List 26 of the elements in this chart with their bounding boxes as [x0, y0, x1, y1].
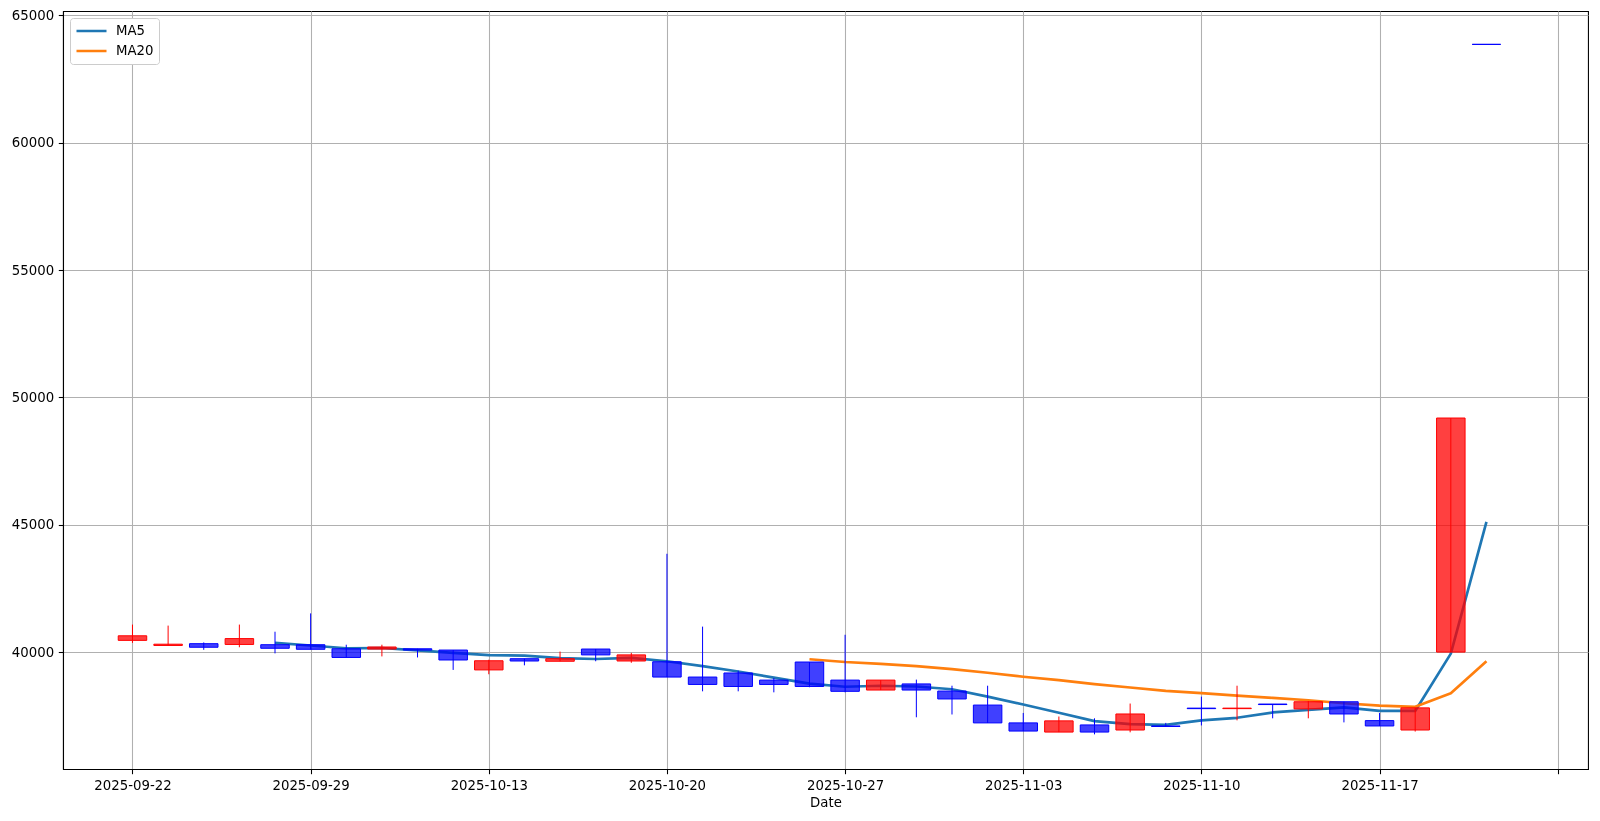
candlestick [367, 644, 397, 657]
y-tick-label: 65000 [11, 7, 55, 23]
x-tick-label: 2025-11-17 [1341, 777, 1419, 793]
x-tick-label: 2025-11-10 [1163, 777, 1241, 793]
y-tick-label: 45000 [11, 517, 55, 533]
candlestick [687, 626, 718, 692]
legend-label: MA20 [116, 43, 154, 58]
candlestick [260, 631, 290, 654]
y-tick-label: 50000 [11, 389, 55, 405]
candlestick [545, 651, 575, 662]
x-tick-label: 2025-11-03 [985, 777, 1063, 793]
y-tick-label: 60000 [11, 135, 55, 151]
candlestick [1186, 696, 1217, 726]
x-axis-title: Date [810, 795, 842, 811]
x-tick-label: 2025-09-29 [272, 777, 350, 793]
legend-label: MA5 [116, 23, 146, 38]
candlestick [1222, 685, 1252, 721]
y-tick-label: 55000 [11, 262, 55, 278]
candlestick [153, 625, 183, 646]
candlestick [1257, 703, 1288, 719]
x-tick-label: 2025-10-13 [450, 777, 528, 793]
x-tick-label: 2025-09-22 [94, 777, 172, 793]
y-tick-label: 40000 [11, 644, 55, 660]
line-series [808, 657, 1488, 709]
x-tick-label: 2025-10-20 [628, 777, 707, 793]
x-tick-label: 2025-10-27 [806, 777, 885, 793]
